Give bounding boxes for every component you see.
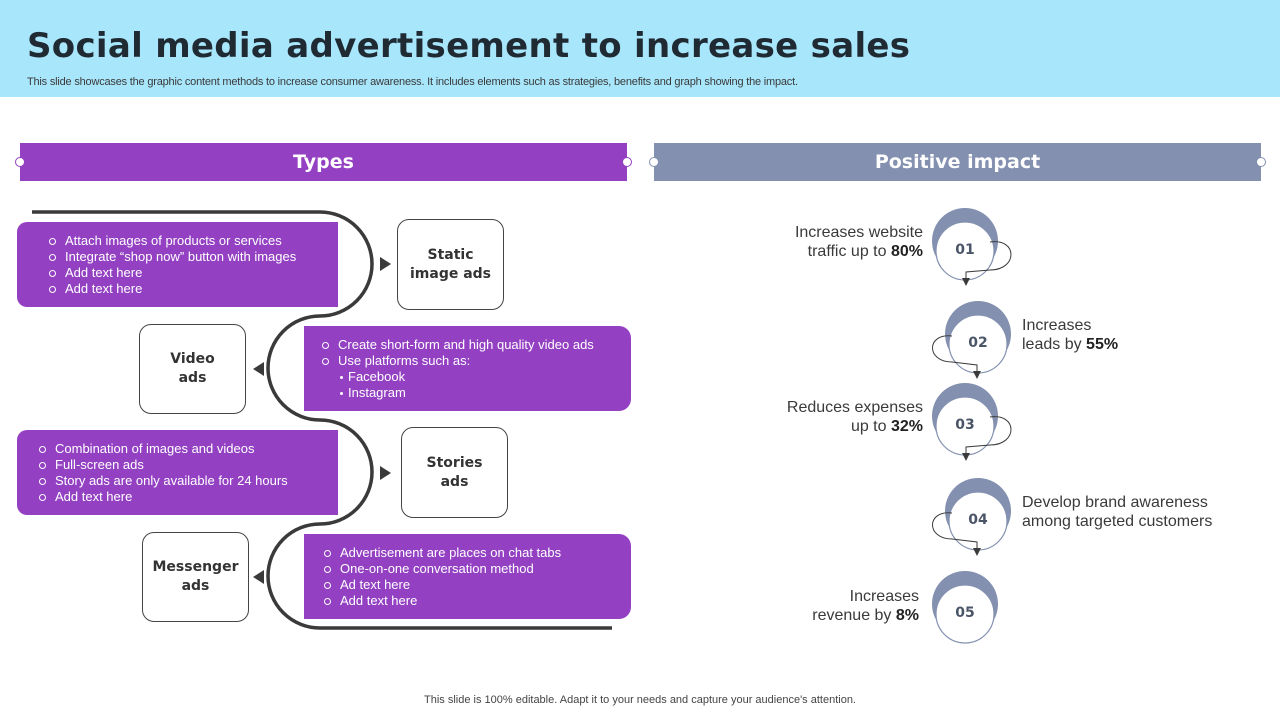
list-item: Combination of images and videos [37,441,338,457]
list-item: Story ads are only available for 24 hour… [37,473,338,489]
impact-heading: Positive impact [874,151,1041,173]
messenger-ads-details: Advertisement are places on chat tabs On… [304,534,631,619]
banner-right-dot [622,157,632,167]
footer-note: This slide is 100% editable. Adapt it to… [424,694,856,706]
page-subtitle: This slide showcases the graphic content… [27,76,798,88]
impact-line-text: leads by [1022,336,1087,353]
list-item: Add text here [37,489,338,505]
impact-node-05 [932,571,998,644]
impact-node-02 [932,301,1011,379]
video-ads-details: Create short-form and high quality video… [304,326,631,411]
page-title: Social media advertisement to increase s… [27,26,911,66]
impact-line: Reduces expenses [786,399,923,416]
type-label: Video [170,351,215,367]
impact-line: Increases [1022,317,1092,334]
stories-ads-details: Combination of images and videos Full-sc… [17,430,338,515]
impact-text-01: Increases website traffic up to 80% [795,223,923,261]
impact-line-text: among targeted customers [1022,513,1213,530]
arrow-right-icon [380,466,391,480]
impact-line: leads by 55% [1022,335,1118,354]
type-label: ads [181,578,210,594]
arrow-left-icon [253,362,264,376]
list-item: Attach images of products or services [47,233,338,249]
type-label: Static [427,246,474,263]
static-image-ads-box: Static image ads [397,219,504,310]
list-item: Add text here [47,281,338,297]
arrow-left-icon [253,570,264,584]
impact-number: 02 [968,335,988,351]
header-band: Social media advertisement to increase s… [0,0,1280,97]
list-item: Add text here [47,265,338,281]
impact-line-text: up to [850,418,891,435]
impact-line: Increases website [794,224,923,241]
impact-value: 8% [895,607,919,624]
types-banner: Types [15,143,632,181]
type-label: image ads [409,265,492,282]
type-label: Messenger [152,559,239,575]
impact-banner: Positive impact [649,143,1266,181]
list-item: Full-screen ads [37,457,338,473]
banner-right-dot [1256,157,1266,167]
list-item: Ad text here [322,577,631,593]
banner-left-dot [15,157,25,167]
video-ads-box: Video ads [139,324,246,414]
impact-number: 03 [955,417,975,433]
list-item: Advertisement are places on chat tabs [322,545,631,561]
impact-node-01 [932,208,1012,286]
type-label: Stories [426,454,483,471]
impact-value: 55% [1086,336,1119,353]
list-item: Use platforms such as: [320,353,631,369]
impact-line: traffic up to 80% [795,242,923,261]
type-label: ads [178,370,207,386]
arrow-right-icon [380,257,391,271]
impact-line: up to 32% [787,417,923,436]
impact-line: Increases [849,588,919,605]
impact-line: among targeted customers [1022,512,1212,531]
list-item: Create short-form and high quality video… [320,337,631,353]
impact-value: 80% [890,243,923,260]
static-image-ads-details: Attach images of products or services In… [17,222,338,307]
impact-text-04: Develop brand awareness among targeted c… [1022,493,1212,531]
impact-text-02: Increases leads by 55% [1022,316,1118,354]
stories-ads-box: Stories ads [401,427,508,518]
list-subitem: Facebook [320,369,631,385]
impact-text-03: Reduces expenses up to 32% [787,398,923,436]
list-item: Add text here [322,593,631,609]
banner-left-dot [649,157,659,167]
impact-line: revenue by 8% [812,606,919,625]
impact-line-text: traffic up to [807,243,891,260]
types-heading: Types [293,151,354,173]
impact-text-05: Increases revenue by 8% [812,587,919,625]
list-item: Integrate “shop now” button with images [47,249,338,265]
impact-node-04 [932,478,1011,556]
impact-number: 01 [955,242,975,258]
impact-line: Develop brand awareness [1022,494,1208,511]
impact-node-03 [932,383,1012,461]
types-flow-connector [32,210,612,630]
type-label: ads [440,473,469,490]
serpentine-line [32,210,612,630]
list-item: One-on-one conversation method [322,561,631,577]
list-subitem: Instagram [320,385,631,401]
impact-number: 04 [968,512,988,528]
impact-number: 05 [955,605,975,621]
impact-value: 32% [890,418,923,435]
messenger-ads-box: Messenger ads [142,532,249,622]
impact-line-text: revenue by [812,607,896,624]
